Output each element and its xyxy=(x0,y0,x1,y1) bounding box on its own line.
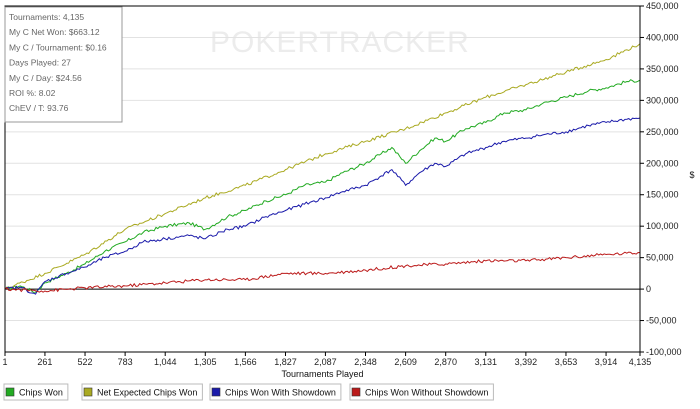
stats-line: Tournaments: 4,135 xyxy=(9,12,84,22)
watermark-text: POKERTRACKER xyxy=(210,26,470,59)
legend-label: Chips Won Without Showdown xyxy=(365,388,488,398)
legend-swatch xyxy=(351,387,361,397)
series-line-2 xyxy=(4,43,641,290)
y-tick-label: 250,000 xyxy=(646,127,679,137)
x-tick-label: 1,566 xyxy=(234,357,257,367)
stats-line: Days Played: 27 xyxy=(9,58,71,68)
series-layer xyxy=(4,43,641,295)
y-tick-label: 200,000 xyxy=(646,158,679,168)
y-tick-label: 50,000 xyxy=(646,253,674,263)
legend-label: Chips Won With Showdown xyxy=(225,388,336,398)
legend-item-frame xyxy=(3,383,69,401)
x-tick-label: 2,870 xyxy=(434,357,457,367)
stats-line: My C Net Won: $663.12 xyxy=(9,27,100,37)
y-tick-label: 400,000 xyxy=(646,32,679,42)
x-axis-title: Tournaments Played xyxy=(281,369,363,379)
y-tick-label: 450,000 xyxy=(646,1,679,11)
x-tick-label: 2,087 xyxy=(314,357,337,367)
watermark: POKERTRACKER xyxy=(210,26,470,59)
x-tick-label: 1,044 xyxy=(154,357,177,367)
legend-item-frame xyxy=(349,383,494,401)
x-tick-label: 261 xyxy=(37,357,52,367)
plot-frame xyxy=(4,5,641,353)
x-tick-label: 3,653 xyxy=(555,357,578,367)
stats-line: ROI %: 8.02 xyxy=(9,88,56,98)
legend-item-frame xyxy=(209,383,342,401)
y-tick-label: 0 xyxy=(646,284,651,294)
x-tick-label: 522 xyxy=(78,357,93,367)
y-tick-label: -50,000 xyxy=(646,316,677,326)
x-tick-label: 2,609 xyxy=(394,357,417,367)
series-line-3 xyxy=(4,117,641,295)
x-tick-label: 1 xyxy=(2,357,7,367)
y-tick-label: 300,000 xyxy=(646,95,679,105)
x-tick-label: 3,914 xyxy=(595,357,618,367)
y-tick-label: 150,000 xyxy=(646,190,679,200)
axes: 450,000 400,000 350,000 300,000 250,000 200,0… xyxy=(2,1,694,379)
stats-line: My C / Tournament: $0.16 xyxy=(9,42,107,52)
legend-item-frame xyxy=(81,383,203,401)
stats-box-frame xyxy=(4,6,123,123)
legend-swatch xyxy=(211,387,221,397)
x-tick-label: 4,135 xyxy=(629,357,652,367)
series-line-4 xyxy=(4,251,641,293)
x-tick-label: 783 xyxy=(118,357,133,367)
x-tick-label: 3,131 xyxy=(475,357,498,367)
series-line-1 xyxy=(4,79,641,293)
stats-line: ChEV / T: 93.76 xyxy=(9,103,69,113)
y-tick-label: 100,000 xyxy=(646,221,679,231)
y-tick-label: -100,000 xyxy=(646,347,682,357)
legend-swatch xyxy=(83,387,93,397)
legend-label: Chips Won xyxy=(19,388,63,398)
x-tick-label: 1,827 xyxy=(274,357,297,367)
stats-line: My C / Day: $24.56 xyxy=(9,73,82,83)
x-tick-label: 2,348 xyxy=(354,357,377,367)
x-tick-label: 1,305 xyxy=(194,357,217,367)
x-tick-label: 3,392 xyxy=(515,357,538,367)
legend-label: Net Expected Chips Won xyxy=(97,388,197,398)
legend-swatch xyxy=(5,387,15,397)
stats-box: Tournaments: 4,135 My C Net Won: $663.12 M… xyxy=(4,6,123,123)
legend: Chips Won Net Expected Chips Won Chips Won… xyxy=(0,380,700,409)
y-axis-title: $ xyxy=(689,170,694,180)
y-tick-label: 350,000 xyxy=(646,64,679,74)
